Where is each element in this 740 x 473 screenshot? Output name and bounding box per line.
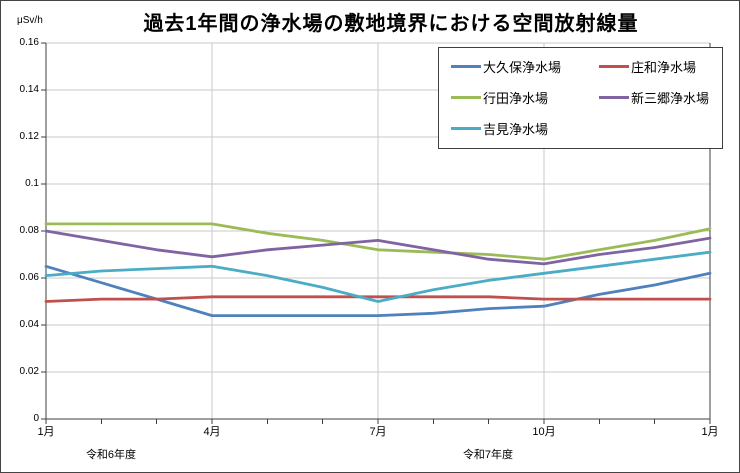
- series-line-庄和浄水場: [44, 295, 712, 303]
- legend-item-showa: 庄和浄水場: [599, 57, 722, 76]
- legend-box: 大久保浄水場 庄和浄水場 行田浄水場 新三郷浄水場 吉見浄水場: [438, 47, 723, 149]
- series-line-吉見浄水場: [44, 250, 712, 303]
- legend-label: 大久保浄水場: [483, 60, 562, 75]
- legend-label: 新三郷浄水場: [631, 91, 710, 106]
- y-tick-label: 0.12: [19, 131, 39, 142]
- series-line-行田浄水場: [44, 222, 712, 261]
- line-swatch-showa: [599, 65, 629, 68]
- line-swatch-shinmisato: [599, 96, 629, 99]
- y-tick-label: 0.04: [19, 319, 39, 330]
- x-tick-label: 1月: [701, 426, 719, 438]
- legend-item-yoshimi: 吉見浄水場: [451, 119, 599, 138]
- fiscal-year-label-r7: 令和7年度: [462, 449, 514, 461]
- series-line-新三郷浄水場: [44, 229, 712, 266]
- y-axis-unit-label: μSv/h: [17, 15, 43, 26]
- legend-item-okubo: 大久保浄水場: [451, 57, 599, 76]
- y-tick-label: 0: [33, 413, 39, 424]
- legend-label: 吉見浄水場: [483, 122, 549, 137]
- chart-title: 過去1年間の浄水場の敷地境界における空間放射線量: [143, 13, 639, 35]
- x-tick-label: 7月: [369, 426, 387, 438]
- x-tick-label: 4月: [203, 426, 221, 438]
- x-tick-label: 10月: [532, 426, 556, 438]
- y-tick-label: 0.16: [19, 37, 39, 48]
- x-tick-label: 1月: [37, 426, 55, 438]
- y-tick-label: 0.1: [25, 178, 39, 189]
- y-tick-label: 0.06: [19, 272, 39, 283]
- legend-label: 庄和浄水場: [631, 60, 697, 75]
- legend-item-shinmisato: 新三郷浄水場: [599, 88, 722, 107]
- y-tick-label: 0.08: [19, 225, 39, 236]
- legend-label: 行田浄水場: [483, 91, 549, 106]
- line-swatch-okubo: [451, 65, 481, 68]
- y-tick-label: 0.14: [19, 84, 39, 95]
- line-swatch-yoshimi: [451, 127, 481, 130]
- line-swatch-gyoda: [451, 96, 481, 99]
- y-tick-label: 0.02: [19, 366, 39, 377]
- fiscal-year-label-r6: 令和6年度: [85, 449, 137, 461]
- legend-item-gyoda: 行田浄水場: [451, 88, 599, 107]
